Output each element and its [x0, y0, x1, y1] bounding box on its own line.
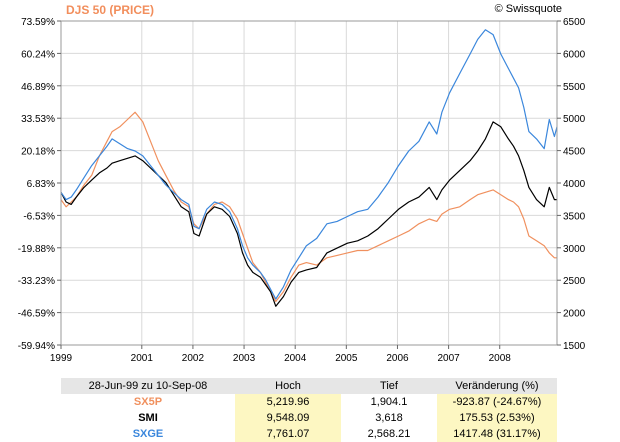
tief-value: 1,904.1	[341, 394, 437, 410]
right-tick-label: 3000	[563, 244, 586, 255]
hoch-value: 5,219.96	[235, 394, 341, 410]
left-tick-label: 6.83%	[27, 179, 55, 190]
chart-title: DJS 50 (PRICE)	[66, 3, 155, 17]
right-y-axis: 6500 6000 5500 5000 4500 4000 3500 3000 2500 2000…	[557, 17, 586, 352]
table-row: SXGE 7,761.07 2,568.21 1417.48 (31.17%)	[61, 426, 557, 442]
tief-header: Tief	[341, 378, 437, 394]
series-name: SXGE	[61, 426, 235, 442]
right-tick-label: 6500	[563, 17, 586, 28]
line-chart: 73.59% 60.24% 46.89% 33.53% 20.18% 6.83% -6.53…	[18, 17, 586, 364]
right-tick-label: 5500	[563, 82, 586, 93]
change-header: Veränderung (%)	[437, 378, 557, 394]
statistics-table: 28-Jun-99 zu 10-Sep-08 Hoch Tief Verände…	[61, 378, 557, 442]
right-tick-label: 5000	[563, 114, 586, 125]
left-tick-label: 60.24%	[21, 49, 55, 60]
left-tick-label: -59.94%	[18, 341, 55, 352]
tief-value: 2,568.21	[341, 426, 437, 442]
x-tick-label: 1999	[50, 353, 73, 364]
series-name: SX5P	[61, 394, 235, 410]
x-axis: 1999 2001 2002 2003 2004 2005 2006 2007 2008	[50, 345, 511, 364]
x-tick-label: 2002	[182, 353, 205, 364]
x-tick-label: 2004	[284, 353, 307, 364]
right-tick-label: 4500	[563, 147, 586, 158]
hoch-value: 9,548.09	[235, 410, 341, 426]
left-tick-label: -46.59%	[18, 309, 55, 320]
x-tick-label: 2006	[386, 353, 409, 364]
table-row: SMI 9,548.09 3,618 175.53 (2.53%)	[61, 410, 557, 426]
left-tick-label: 73.59%	[21, 17, 55, 28]
right-tick-label: 2500	[563, 276, 586, 287]
series-line-sxge	[60, 29, 558, 300]
change-value: -923.87 (-24.67%)	[437, 394, 557, 410]
series-name: SMI	[61, 410, 235, 426]
tief-value: 3,618	[341, 410, 437, 426]
hoch-header: Hoch	[235, 378, 341, 394]
right-tick-label: 1500	[563, 341, 586, 352]
x-tick-label: 2001	[131, 353, 154, 364]
left-tick-label: 33.53%	[21, 114, 55, 125]
left-tick-label: -19.88%	[18, 244, 55, 255]
x-tick-label: 2003	[233, 353, 256, 364]
series-lines	[60, 29, 558, 307]
table-row: SX5P 5,219.96 1,904.1 -923.87 (-24.67%)	[61, 394, 557, 410]
series-line-sx5p	[60, 111, 557, 303]
grid-lines	[60, 20, 557, 346]
right-tick-label: 3500	[563, 211, 586, 222]
left-tick-label: 20.18%	[21, 147, 55, 158]
series-line-smi	[60, 121, 557, 307]
copyright-label: © Swissquote	[494, 3, 562, 15]
x-tick-label: 2007	[437, 353, 460, 364]
hoch-value: 7,761.07	[235, 426, 341, 442]
x-tick-label: 2005	[335, 353, 358, 364]
right-tick-label: 2000	[563, 309, 586, 320]
x-tick-label: 2008	[489, 353, 512, 364]
left-y-axis: 73.59% 60.24% 46.89% 33.53% 20.18% 6.83% -6.53…	[18, 17, 61, 352]
table-header-row: 28-Jun-99 zu 10-Sep-08 Hoch Tief Verände…	[61, 378, 557, 394]
right-tick-label: 6000	[563, 49, 586, 60]
left-tick-label: -33.23%	[18, 276, 55, 287]
change-value: 175.53 (2.53%)	[437, 410, 557, 426]
period-header: 28-Jun-99 zu 10-Sep-08	[61, 378, 235, 394]
change-value: 1417.48 (31.17%)	[437, 426, 557, 442]
left-tick-label: 46.89%	[21, 82, 55, 93]
right-tick-label: 4000	[563, 179, 586, 190]
left-tick-label: -6.53%	[23, 211, 55, 222]
